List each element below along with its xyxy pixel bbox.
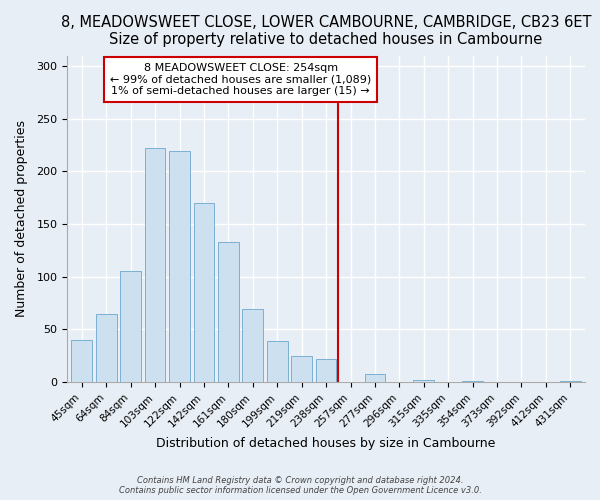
Bar [121,272,141,382]
Bar [194,203,214,382]
Bar [96,314,116,382]
Bar [218,242,239,382]
X-axis label: Distribution of detached houses by size in Cambourne: Distribution of detached houses by size … [157,437,496,450]
Bar [291,356,312,382]
Bar [560,381,581,382]
Title: 8, MEADOWSWEET CLOSE, LOWER CAMBOURNE, CAMBRIDGE, CB23 6ET
Size of property rela: 8, MEADOWSWEET CLOSE, LOWER CAMBOURNE, C… [61,15,592,48]
Bar [145,148,166,382]
Text: Contains HM Land Registry data © Crown copyright and database right 2024.
Contai: Contains HM Land Registry data © Crown c… [119,476,481,495]
Y-axis label: Number of detached properties: Number of detached properties [15,120,28,318]
Bar [365,374,385,382]
Bar [316,359,337,382]
Bar [169,152,190,382]
Bar [242,310,263,382]
Bar [462,381,483,382]
Bar [413,380,434,382]
Bar [267,341,287,382]
Text: 8 MEADOWSWEET CLOSE: 254sqm
← 99% of detached houses are smaller (1,089)
1% of s: 8 MEADOWSWEET CLOSE: 254sqm ← 99% of det… [110,63,371,96]
Bar [71,340,92,382]
